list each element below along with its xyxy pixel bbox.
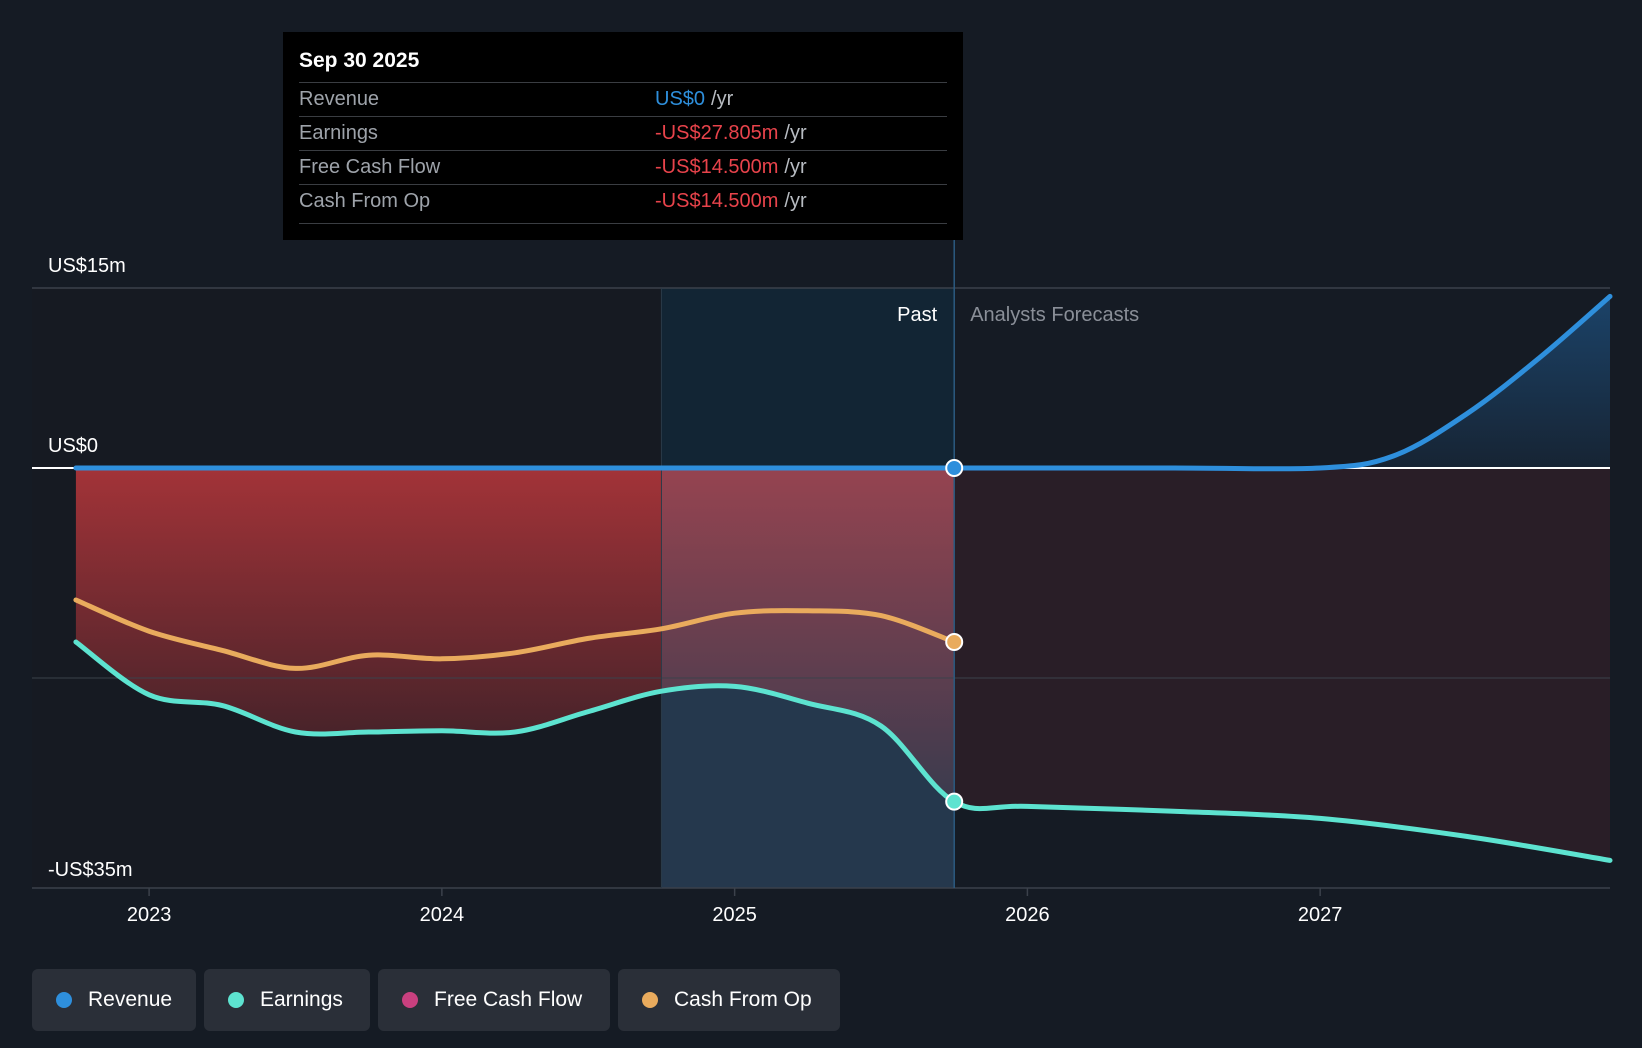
tooltip-row-free-cash-flow: Free Cash Flow -US$14.500m/yr xyxy=(299,150,947,185)
x-tick-label: 2023 xyxy=(127,904,172,926)
tooltip-unit: /yr xyxy=(784,156,807,178)
legend-dot-icon xyxy=(402,992,418,1008)
legend-label: Revenue xyxy=(88,988,173,1011)
legend-item-revenue[interactable]: Revenue xyxy=(32,969,196,1031)
tooltip-value-number: -US$14.500m xyxy=(655,190,779,212)
tooltip-label: Earnings xyxy=(299,122,378,144)
earnings-marker xyxy=(945,792,964,811)
cash-from-op-line xyxy=(73,597,957,671)
tooltip-label: Free Cash Flow xyxy=(299,156,441,178)
tooltip-unit: /yr xyxy=(784,122,807,144)
tooltip-value-number: -US$27.805m xyxy=(655,122,779,144)
tooltip-date: Sep 30 2025 xyxy=(299,49,420,72)
tooltip-unit: /yr xyxy=(784,190,807,212)
past-label: Past xyxy=(897,304,937,326)
cash-from-op-marker xyxy=(945,633,964,651)
legend-dot-icon xyxy=(642,992,658,1008)
x-tick-label: 2026 xyxy=(1005,904,1050,926)
tooltip-label: Revenue xyxy=(299,88,380,110)
tooltip-value: -US$14.500m/yr xyxy=(655,156,807,179)
tooltip-value: -US$14.500m/yr xyxy=(655,190,807,213)
tooltip: Sep 30 2025 Revenue US$0/yr Earnings -US… xyxy=(283,32,963,240)
revenue-forecast-area xyxy=(75,296,1610,469)
legend-label: Cash From Op xyxy=(674,988,812,1011)
tooltip-label: Cash From Op xyxy=(299,190,431,212)
x-tick-label: 2027 xyxy=(1298,904,1343,926)
forecast-label: Analysts Forecasts xyxy=(970,304,1139,326)
revenue-marker xyxy=(945,459,964,477)
legend-item-free-cash-flow[interactable]: Free Cash Flow xyxy=(378,969,610,1031)
x-tick-label: 2024 xyxy=(420,904,465,926)
earnings-line xyxy=(73,639,1613,863)
legend-dot-icon xyxy=(56,992,72,1008)
legend-item-earnings[interactable]: Earnings xyxy=(204,969,370,1031)
tooltip-unit: /yr xyxy=(711,88,734,110)
y-tick-label: US$0 xyxy=(48,435,98,457)
y-tick-label: US$15m xyxy=(48,255,126,277)
x-tick-label: 2025 xyxy=(712,904,757,926)
tooltip-value-number: -US$14.500m xyxy=(655,156,779,178)
revenue-line xyxy=(73,293,1613,472)
legend-label: Earnings xyxy=(260,988,343,1011)
earnings-forecast-area xyxy=(954,468,1610,861)
legend-label: Free Cash Flow xyxy=(434,988,583,1011)
tooltip-divider xyxy=(299,223,947,224)
legend-dot-icon xyxy=(228,992,244,1008)
tooltip-value: US$0/yr xyxy=(655,88,733,111)
tooltip-row-revenue: Revenue US$0/yr xyxy=(299,82,947,117)
tooltip-row-earnings: Earnings -US$27.805m/yr xyxy=(299,116,947,151)
tooltip-row-cash-from-op: Cash From Op -US$14.500m/yr xyxy=(299,184,947,219)
tooltip-value-number: US$0 xyxy=(655,88,706,110)
legend-item-cash-from-op[interactable]: Cash From Op xyxy=(618,969,840,1031)
earnings-past-area xyxy=(75,468,955,802)
tooltip-value: -US$27.805m/yr xyxy=(655,122,807,145)
y-tick-label: -US$35m xyxy=(48,859,132,881)
